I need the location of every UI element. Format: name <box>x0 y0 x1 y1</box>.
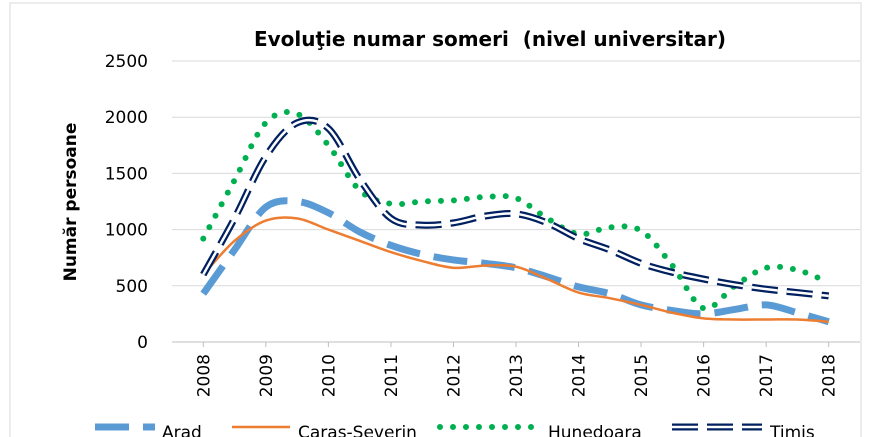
legend-label: Timis <box>769 423 815 437</box>
x-tick-label: 2011 <box>382 354 402 397</box>
series-line <box>202 216 829 324</box>
chart-title: Evoluţie numar someri (nivel universitar… <box>254 27 726 51</box>
legend-label: Caras-Severin <box>298 423 417 437</box>
chart-frame <box>9 2 862 437</box>
series-line <box>200 197 830 326</box>
x-tick-label: 2014 <box>570 354 590 397</box>
y-tick-label: 2000 <box>105 108 148 128</box>
series-line <box>200 116 830 300</box>
x-tick-label: 2012 <box>444 354 464 397</box>
y-axis-title: Număr persoane <box>61 123 81 282</box>
x-tick-label: 2008 <box>194 354 214 397</box>
legend-label: Arad <box>162 423 202 437</box>
y-tick-label: 500 <box>116 277 148 297</box>
x-tick-label: 2009 <box>257 354 277 397</box>
x-tick-label: 2018 <box>820 354 840 397</box>
legend-label: Hunedoara <box>548 423 642 437</box>
series-line <box>200 109 832 312</box>
x-tick-label: 2017 <box>757 354 777 397</box>
y-tick-label: 1500 <box>105 164 148 184</box>
x-tick-label: 2010 <box>319 354 339 397</box>
y-tick-label: 1000 <box>105 221 148 241</box>
y-tick-label: 0 <box>137 333 148 353</box>
x-tick-label: 2016 <box>695 354 715 397</box>
y-tick-label: 2500 <box>105 52 148 72</box>
x-tick-label: 2015 <box>632 354 652 397</box>
series-line <box>202 118 829 298</box>
x-tick-label: 2013 <box>507 354 527 397</box>
